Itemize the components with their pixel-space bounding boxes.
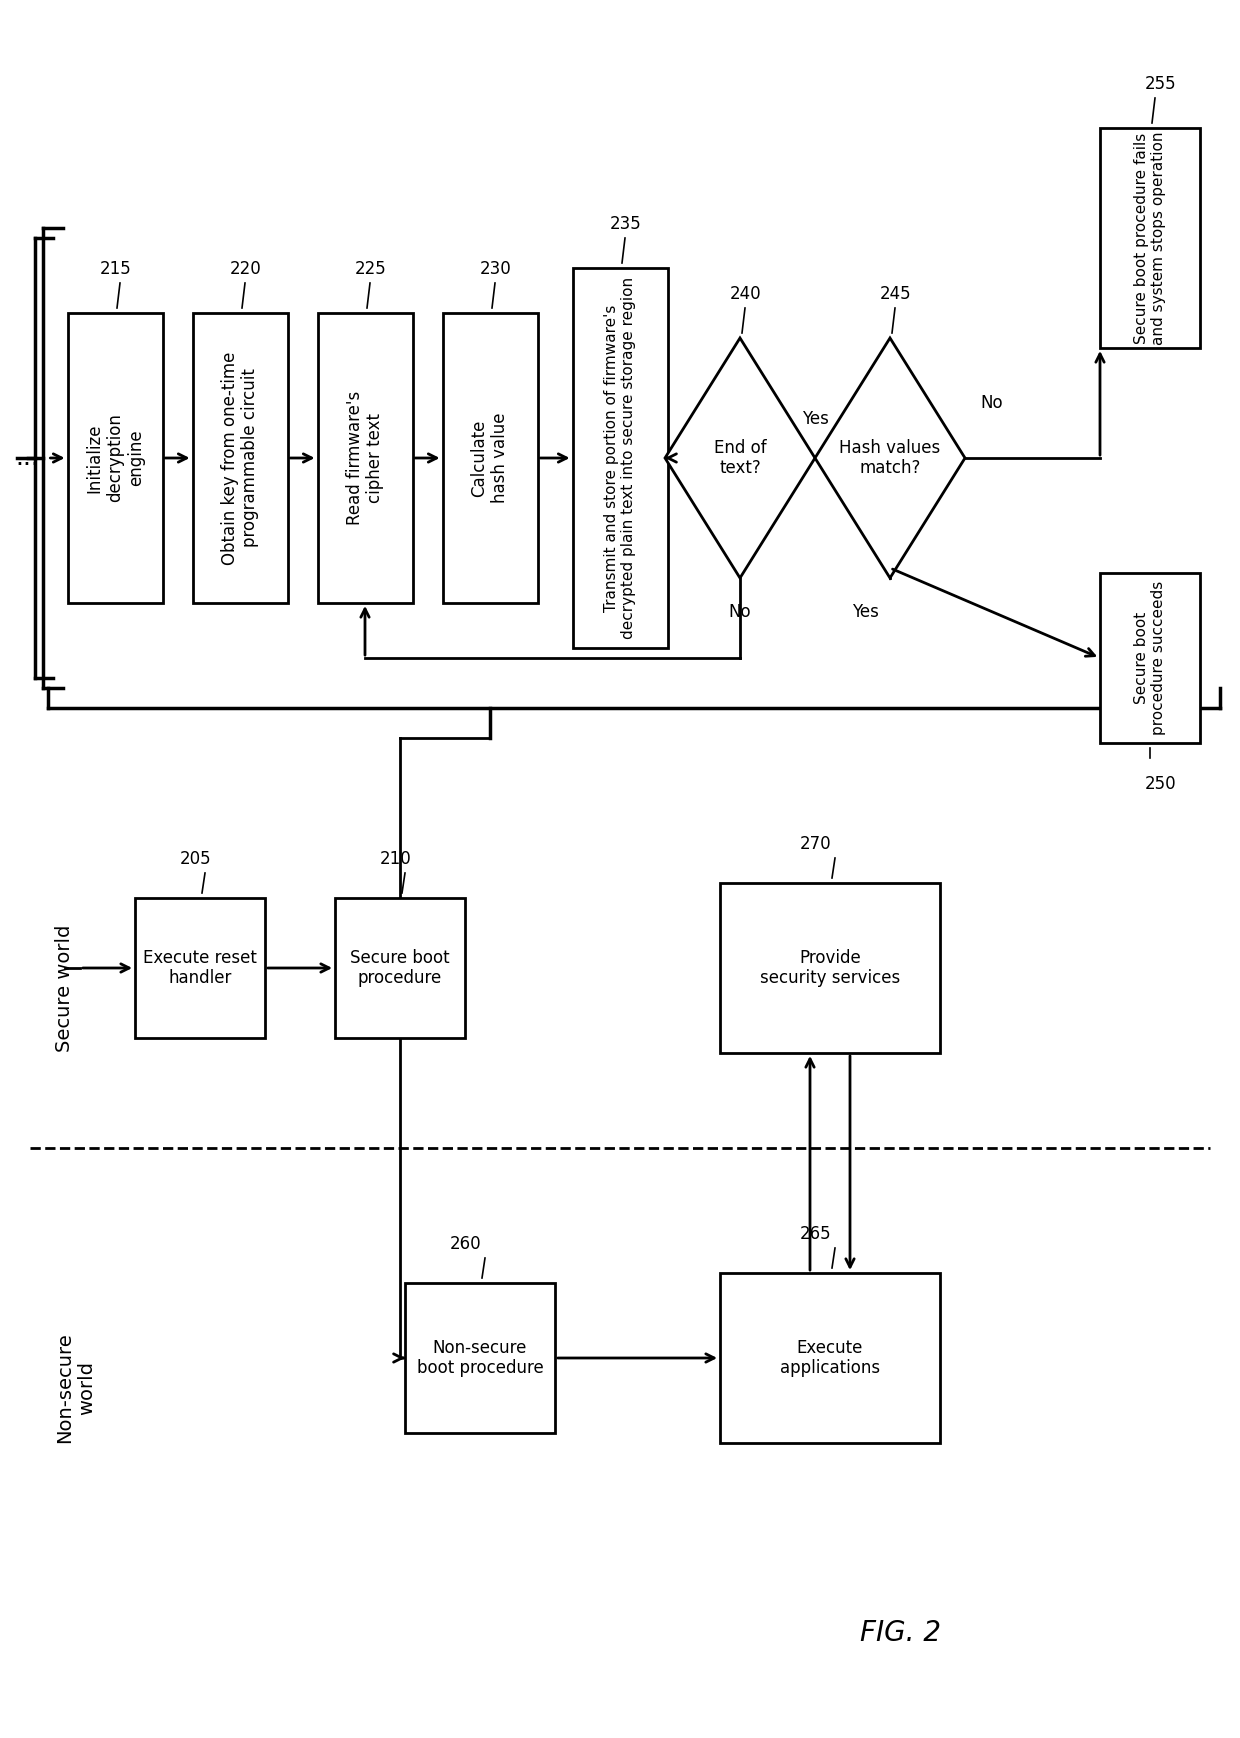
Text: Transmit and store portion of firmware's
decrypted plain text into secure storag: Transmit and store portion of firmware's…	[604, 276, 636, 640]
Bar	[135, 899, 265, 1038]
Text: Initialize
decryption
engine: Initialize decryption engine	[86, 414, 145, 502]
Text: Yes: Yes	[852, 603, 878, 620]
Text: 215: 215	[100, 261, 131, 278]
Bar	[720, 883, 940, 1053]
Text: 260: 260	[450, 1236, 481, 1253]
Text: 245: 245	[880, 285, 911, 302]
Text: No: No	[980, 395, 1003, 412]
Bar	[1100, 129, 1200, 348]
Text: 250: 250	[1145, 775, 1177, 793]
Text: 225: 225	[355, 261, 387, 278]
Text: Calculate
hash value: Calculate hash value	[471, 412, 510, 504]
Text: Secure boot
procedure: Secure boot procedure	[350, 949, 450, 987]
Text: 255: 255	[1145, 75, 1177, 94]
Text: 270: 270	[800, 834, 832, 853]
Text: 220: 220	[229, 261, 262, 278]
Text: Obtain key from one-time
programmable circuit: Obtain key from one-time programmable ci…	[221, 351, 259, 565]
Bar	[573, 268, 667, 648]
Text: 210: 210	[379, 850, 412, 867]
Bar	[335, 899, 465, 1038]
Text: Read firmware's
cipher text: Read firmware's cipher text	[346, 391, 384, 525]
Bar	[317, 313, 413, 603]
Text: No: No	[729, 603, 751, 620]
Bar	[192, 313, 288, 603]
Polygon shape	[665, 337, 815, 579]
Polygon shape	[815, 337, 965, 579]
Bar	[443, 313, 537, 603]
Text: 235: 235	[610, 216, 642, 233]
Text: Yes: Yes	[801, 410, 828, 428]
Text: ...: ...	[15, 447, 40, 469]
Text: Execute reset
handler: Execute reset handler	[143, 949, 257, 987]
Text: 265: 265	[800, 1225, 832, 1243]
Text: Hash values
match?: Hash values match?	[839, 438, 941, 478]
Text: Execute
applications: Execute applications	[780, 1338, 880, 1378]
Bar	[405, 1283, 556, 1434]
Bar	[1100, 574, 1200, 744]
Text: FIG. 2: FIG. 2	[859, 1620, 940, 1648]
Text: Non-secure
boot procedure: Non-secure boot procedure	[417, 1338, 543, 1378]
Text: 205: 205	[180, 850, 212, 867]
Text: Secure world: Secure world	[55, 925, 74, 1051]
Bar	[720, 1272, 940, 1443]
Text: Provide
security services: Provide security services	[760, 949, 900, 987]
Text: 230: 230	[480, 261, 512, 278]
Text: 240: 240	[730, 285, 761, 302]
Bar	[67, 313, 162, 603]
Text: End of
text?: End of text?	[714, 438, 766, 478]
Text: Secure boot procedure fails
and system stops operation: Secure boot procedure fails and system s…	[1133, 132, 1166, 344]
Text: Non-secure
world: Non-secure world	[55, 1333, 95, 1443]
Text: Secure boot
procedure succeeds: Secure boot procedure succeeds	[1133, 580, 1166, 735]
